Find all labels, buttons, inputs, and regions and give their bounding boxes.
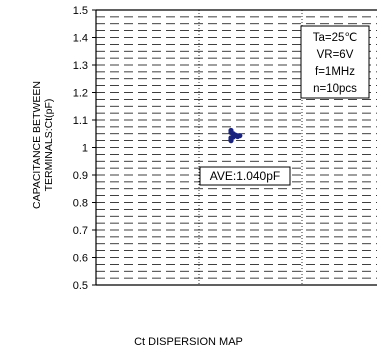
y-tick-label: 0.8 bbox=[73, 198, 88, 210]
y-tick-label: 0.9 bbox=[73, 170, 88, 182]
chart-caption: Ct DISPERSION MAP bbox=[134, 336, 243, 348]
y-tick-label: 1.3 bbox=[73, 60, 88, 72]
y-tick-labels: 1.5 1.4 1.3 1.2 1.1 1 0.9 0.8 0.7 0.6 0.5 bbox=[73, 5, 88, 292]
average-annotation-text: AVE:1.040pF bbox=[210, 169, 281, 183]
y-tick-label: 1.1 bbox=[73, 115, 88, 127]
y-tick-label: 0.5 bbox=[73, 280, 88, 292]
y-axis-label-line-1: CAPACITANCE BETWEEN bbox=[31, 81, 43, 209]
condition-frequency: f=1MHz bbox=[315, 66, 355, 78]
y-tick-label: 0.6 bbox=[73, 253, 88, 265]
y-tick-label: 0.7 bbox=[73, 225, 88, 237]
condition-sample-count: n=10pcs bbox=[313, 83, 357, 95]
data-point bbox=[235, 133, 241, 140]
y-tick-label: 1.2 bbox=[73, 88, 88, 100]
condition-temperature: Ta=25℃ bbox=[313, 32, 358, 44]
conditions-box: Ta=25℃ VR=6V f=1MHz n=10pcs bbox=[300, 25, 370, 99]
data-points bbox=[228, 127, 243, 144]
y-axis-label-line-2: TERMINALS:Ct(pF) bbox=[43, 99, 55, 192]
y-tick-label: 1.5 bbox=[73, 5, 88, 17]
average-annotation: AVE:1.040pF bbox=[199, 166, 291, 186]
plot-frame bbox=[92, 9, 377, 286]
y-tick-label: 1.4 bbox=[73, 33, 88, 45]
condition-voltage: VR=6V bbox=[317, 49, 354, 61]
data-point bbox=[228, 138, 234, 144]
y-tick-label: 1 bbox=[82, 143, 88, 155]
